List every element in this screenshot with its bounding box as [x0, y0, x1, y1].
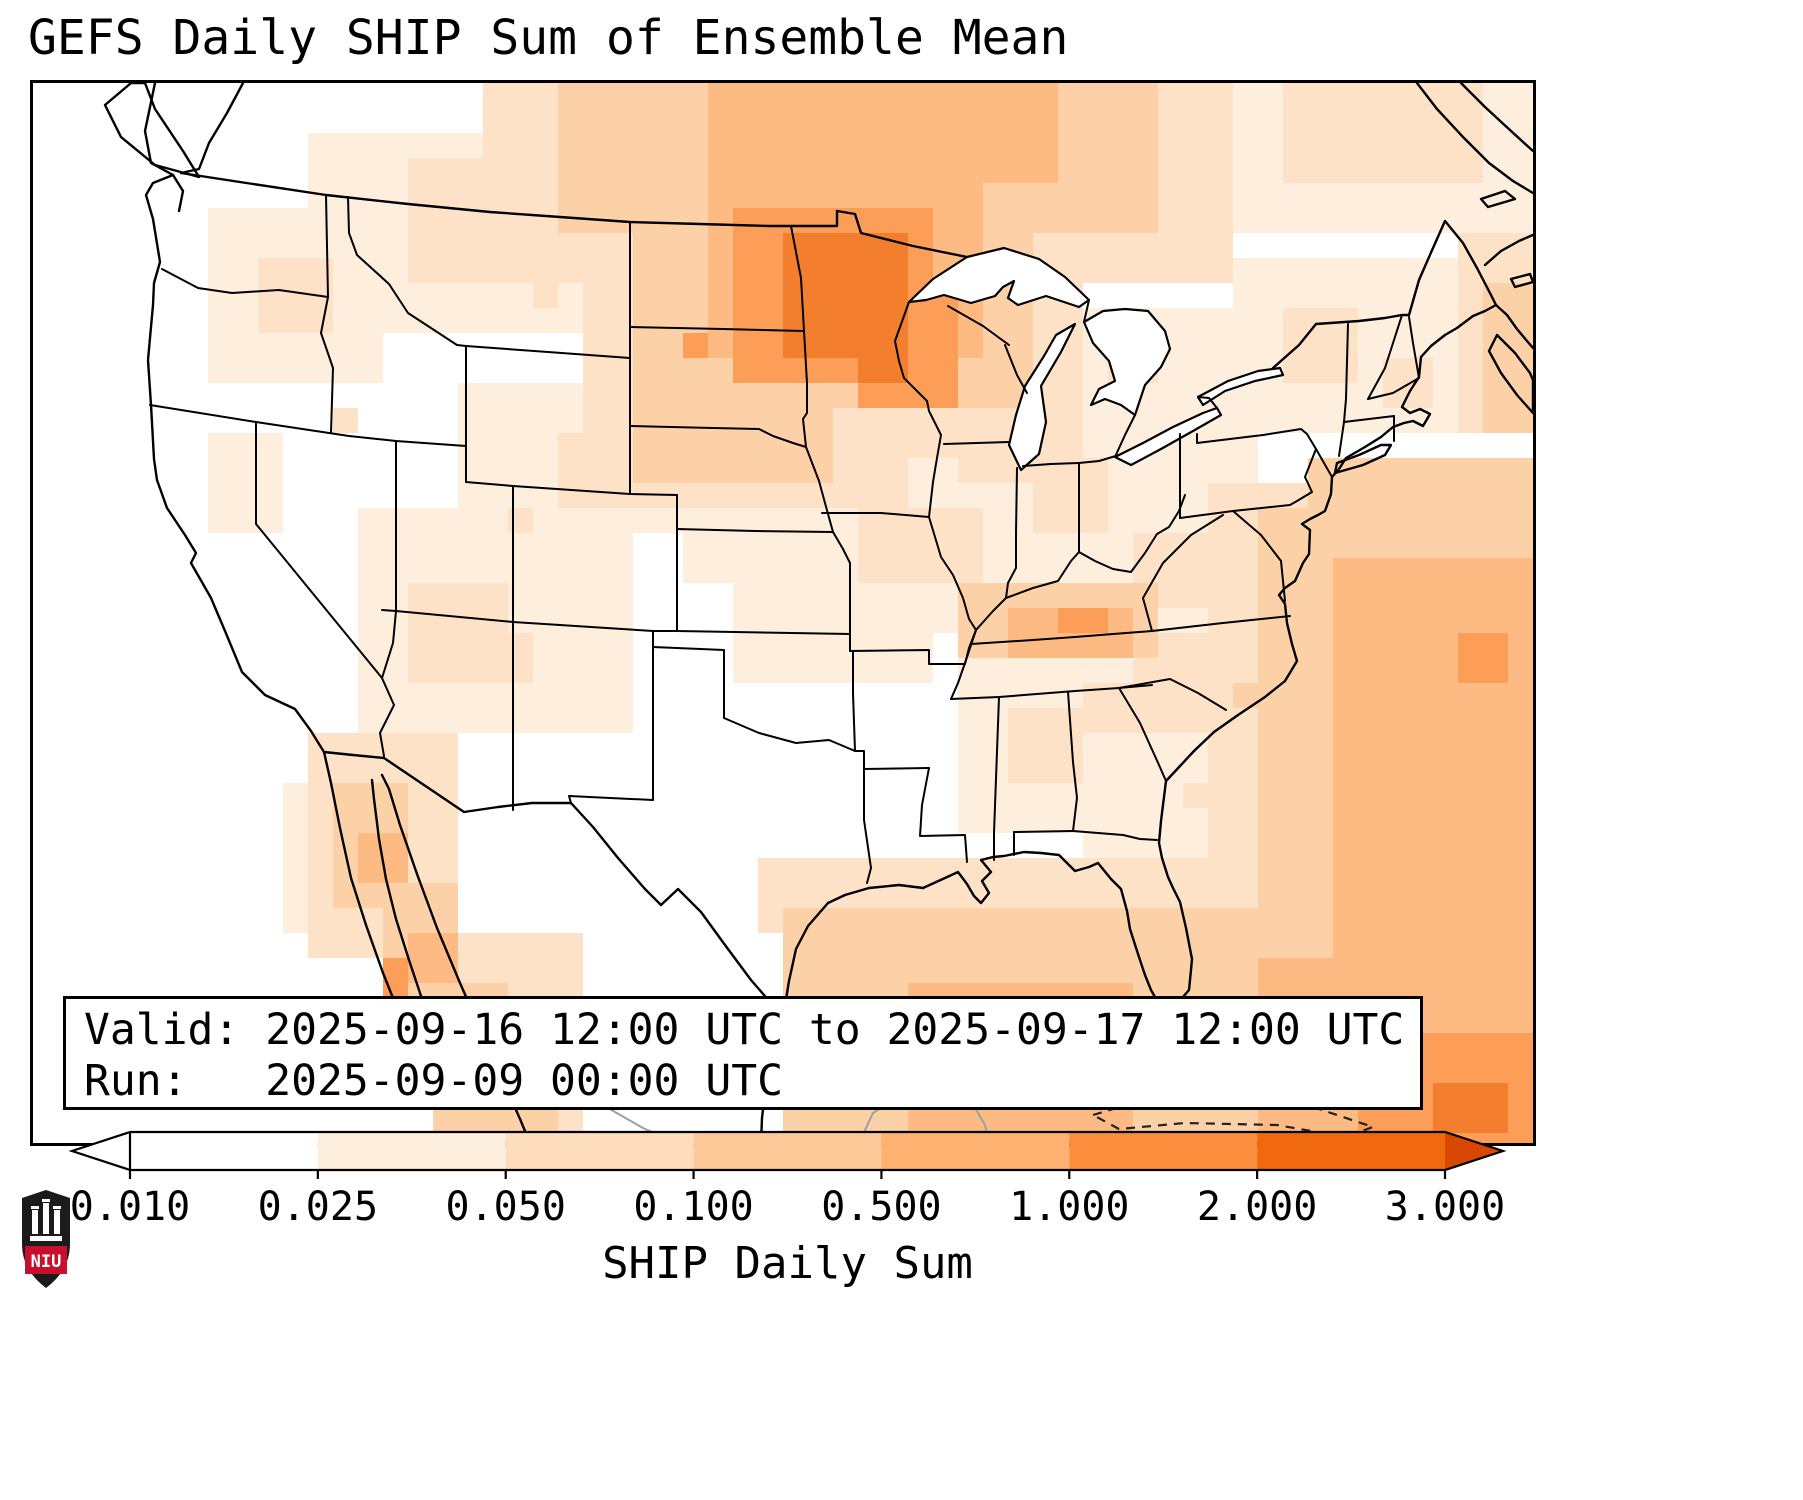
colorbar-tick-label: 0.100 [633, 1184, 754, 1230]
lake-erie [1113, 406, 1223, 467]
niu-logo-text: NIU [31, 1252, 62, 1272]
puget-sound [171, 173, 185, 213]
colorbar-tick-label: 2.000 [1196, 1184, 1318, 1230]
castle-icon [30, 1199, 62, 1241]
colorbar-over-arrow [1445, 1132, 1503, 1170]
state-borders [149, 194, 1420, 884]
long-island [1333, 443, 1393, 475]
new-brunswick-coast [1494, 303, 1533, 350]
colorbar-tick-label: 1.000 [1009, 1184, 1130, 1230]
canada-border-east [1271, 219, 1498, 370]
gulf-atlantic-coast [782, 303, 1498, 1017]
valid-line: Valid: 2025-09-16 12:00 UTC to 2025-09-1… [84, 1005, 1405, 1055]
colorbar-tick-label: 0.500 [821, 1184, 942, 1230]
pei-island [1509, 272, 1533, 289]
us-mexico-border [322, 750, 786, 1014]
colorbar-tick-label: 0.025 [257, 1184, 379, 1230]
map-frame: Valid: 2025-09-16 12:00 UTC to 2025-09-1… [30, 80, 1536, 1146]
canada-border-west [179, 171, 969, 259]
anticosti-island [1479, 189, 1517, 209]
nb-east-coast [1483, 233, 1533, 267]
st-lawrence-south-shore [1415, 83, 1533, 195]
colorbar-axis-label: SHIP Daily Sum [602, 1238, 973, 1289]
niu-shield-icon: NIU [22, 1190, 70, 1288]
st-lawrence-north-shore [1459, 83, 1533, 153]
us-ship-map [103, 83, 1533, 1143]
niu-logo: NIU [20, 1188, 72, 1292]
page-title: GEFS Daily SHIP Sum of Ensemble Mean [28, 10, 1069, 66]
lake-superior [907, 246, 1091, 309]
run-line: Run: 2025-09-09 00:00 UTC [84, 1055, 783, 1106]
colorbar-tick-label: 3.000 [1384, 1184, 1506, 1230]
vancouver-island [103, 83, 201, 179]
colorbar-tick-label: 0.050 [445, 1184, 566, 1230]
colorbar-tick-labels: 0.010 0.025 0.050 0.100 0.500 1.000 2.000 3.000 [70, 1184, 1505, 1230]
valid-run-info-box: Valid: 2025-09-16 12:00 UTC to 2025-09-1… [63, 996, 1423, 1110]
colorbar-segments [130, 1132, 1445, 1170]
bc-coast [179, 83, 245, 175]
pacific-coast [143, 83, 326, 754]
colorbar [68, 1130, 1507, 1179]
lake-michigan [1007, 322, 1077, 472]
colorbar-tick-label: 0.010 [69, 1184, 191, 1230]
nova-scotia [1487, 333, 1533, 415]
colorbar-tick-marks [128, 1170, 1447, 1179]
colorbar-under-arrow [72, 1132, 130, 1170]
